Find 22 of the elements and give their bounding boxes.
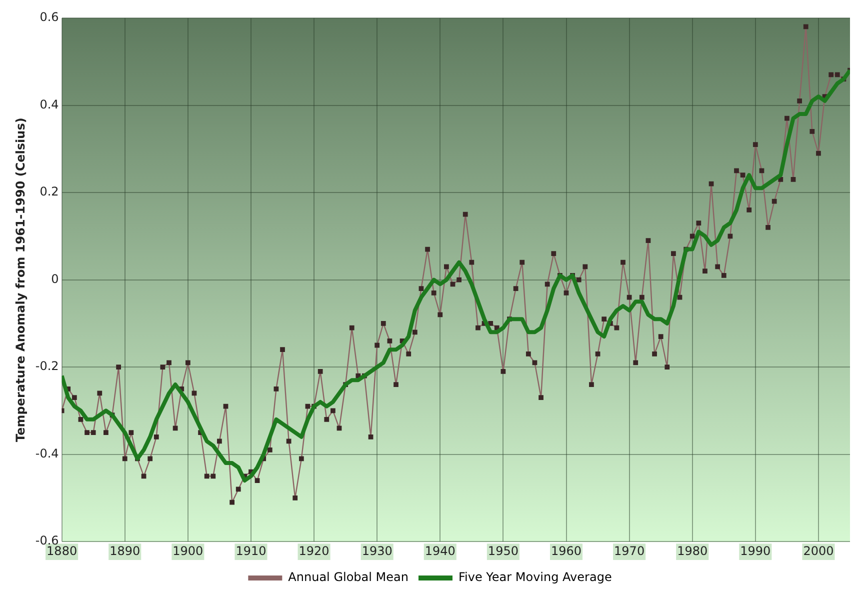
x-tick-label: 1950 <box>488 544 518 558</box>
x-tick-label: 1980 <box>677 544 708 558</box>
y-tick-label: -0.4 <box>35 446 59 460</box>
x-tick-label: 1940 <box>424 544 456 558</box>
x-tick-label: 1890 <box>110 544 140 558</box>
x-tick-label: 1920 <box>298 544 330 558</box>
x-tick-label: 1880 <box>46 544 78 558</box>
x-tick-label: 1910 <box>236 544 266 558</box>
x-tick-label: 1990 <box>740 544 771 558</box>
y-axis-title: Temperature Anomaly from 1961-1990 (Celsius) <box>13 118 28 442</box>
legend-label: Five Year Moving Average <box>458 570 612 584</box>
legend-label: Annual Global Mean <box>288 570 409 584</box>
y-tick-label: 0.2 <box>40 184 59 199</box>
x-tick-label: 2000 <box>803 544 834 558</box>
y-tick-label: 0.6 <box>40 10 59 24</box>
x-tick-label: 1900 <box>172 544 204 558</box>
y-tick-label: -0.2 <box>35 359 59 374</box>
x-tick-label: 1930 <box>362 544 392 558</box>
y-tick-label: 0 <box>51 272 59 286</box>
y-tick-label: 0.4 <box>40 97 59 112</box>
x-tick-label: 1960 <box>550 544 582 558</box>
x-tick-label: 1970 <box>614 544 645 558</box>
